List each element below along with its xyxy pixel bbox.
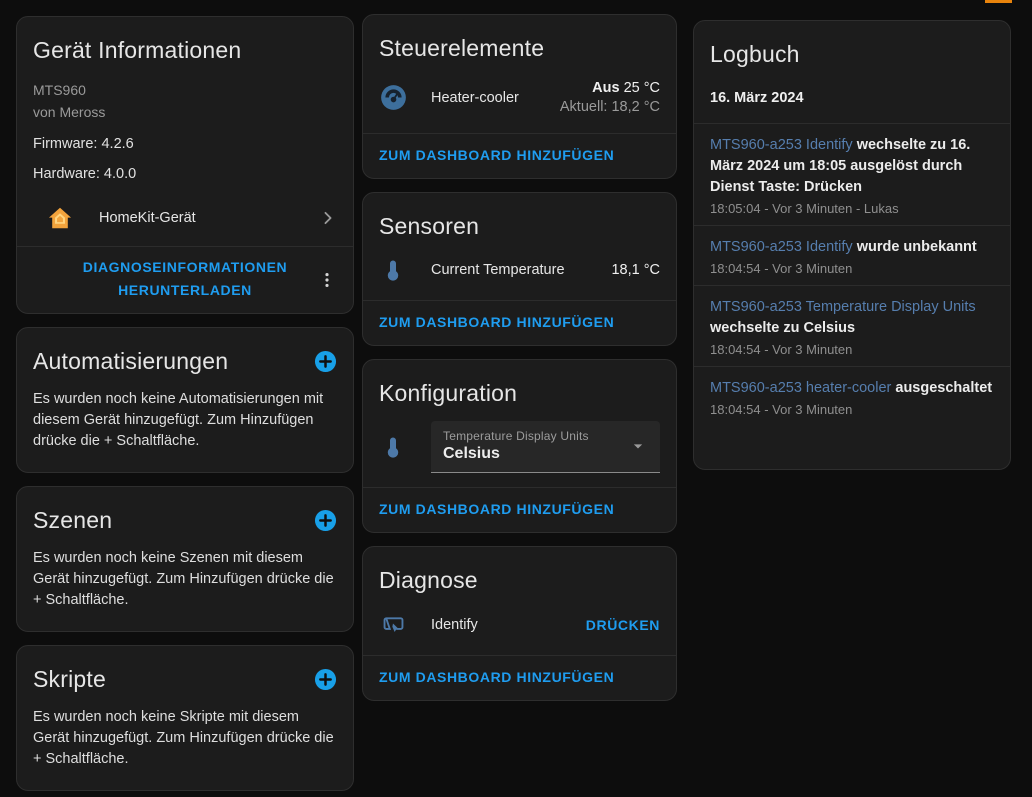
logbook-entry: MTS960-a253 Identify wechselte zu 16. Mä… [694,123,1010,225]
thermostat-icon [379,84,407,111]
add-scene-button[interactable] [314,509,337,532]
logbook-timestamp: 18:04:54 - Vor 3 Minuten [710,261,853,276]
controls-title: Steuerelemente [379,35,545,61]
sensors-card: Sensoren Current Temperature 18,1 °C ZUM… [362,192,677,346]
download-diagnostics-button[interactable]: DIAGNOSEINFORMATIONEN HERUNTERLADEN [65,256,305,302]
logbook-timestamp: 18:05:04 - Vor 3 Minuten - Lukas [710,201,899,216]
scripts-empty-text: Es wurden noch keine Skripte mit diesem … [33,709,334,767]
device-info-card: Gerät Informationen MTS960 von Meross Fi… [16,16,354,314]
logbook-message: wurde unbekannt [856,239,977,255]
thermometer-icon [379,258,407,282]
right-column: Logbuch 16. März 2024 MTS960-a253 Identi… [693,20,1011,470]
heater-cooler-target-temp: 25 °C [623,80,660,96]
dots-vertical-icon[interactable] [315,267,339,293]
scenes-empty-text: Es wurden noch keine Szenen mit diesem G… [33,550,334,608]
identify-press-button[interactable]: DRÜCKEN [585,616,660,633]
logbook-timestamp: 18:04:54 - Vor 3 Minuten [710,342,853,357]
left-column: Gerät Informationen MTS960 von Meross Fi… [16,16,354,791]
diagnostics-add-to-dashboard-button[interactable]: ZUM DASHBOARD HINZUFÜGEN [379,669,615,685]
scenes-title: Szenen [33,507,113,533]
current-temperature-value: 18,1 °C [611,262,660,278]
heater-cooler-state: Aus 25 °C Aktuell: 18,2 °C [560,80,660,115]
identify-name: Identify [431,616,478,633]
homekit-device-row[interactable]: HomeKit-Gerät [17,188,353,246]
temperature-units-select-value: Celsius [443,445,500,462]
configuration-card-footer: ZUM DASHBOARD HINZUFÜGEN [363,487,676,532]
device-hardware: Hardware: 4.0.0 [33,166,137,182]
homekit-label: HomeKit-Gerät [99,210,196,226]
logbook-entry: MTS960-a253 Identify wurde unbekannt 18:… [694,225,1010,285]
logbook-date-heading: 16. März 2024 [710,90,804,106]
device-firmware: Firmware: 4.2.6 [33,136,134,152]
logbook-entity-link[interactable]: MTS960-a253 Identify [710,137,853,153]
add-script-button[interactable] [314,668,337,691]
configuration-title: Konfiguration [379,380,518,406]
device-card-divider [17,246,353,247]
device-card-footer: DIAGNOSEINFORMATIONEN HERUNTERLADEN [17,247,353,313]
heater-cooler-row[interactable]: Heater-cooler Aus 25 °C Aktuell: 18,2 °C [363,74,676,133]
temperature-units-select[interactable]: Temperature Display Units Celsius [431,421,660,473]
controls-card: Steuerelemente Heater-cooler Aus 25 °C [362,14,677,179]
thermometer-icon [379,435,407,459]
scripts-title: Skripte [33,666,106,692]
logbook-entry: MTS960-a253 Temperature Display Units we… [694,285,1010,366]
scripts-card: Skripte Es wurden noch keine Skripte mit… [16,645,354,791]
heater-cooler-name: Heater-cooler [431,89,519,106]
heater-cooler-state-name: Aus [592,80,620,96]
controls-add-to-dashboard-button[interactable]: ZUM DASHBOARD HINZUFÜGEN [379,147,615,163]
logbook-title: Logbuch [710,41,800,67]
identify-row: Identify DRÜCKEN [363,606,676,655]
chevron-right-icon [317,207,339,229]
device-manufacturer: von Meross [33,104,106,120]
logbook-entity-link[interactable]: MTS960-a253 Temperature Display Units [710,299,976,315]
logbook-timestamp: 18:04:54 - Vor 3 Minuten [710,402,853,417]
scenes-header: Szenen [17,487,353,546]
scripts-header: Skripte [17,646,353,705]
controls-card-footer: ZUM DASHBOARD HINZUFÜGEN [363,133,676,178]
gesture-tap-button-icon [379,612,407,637]
logbook-entry: MTS960-a253 heater-cooler ausgeschaltet … [694,366,1010,426]
middle-column: Steuerelemente Heater-cooler Aus 25 °C [362,14,677,701]
diagnostics-card-footer: ZUM DASHBOARD HINZUFÜGEN [363,655,676,700]
add-automation-button[interactable] [314,350,337,373]
logbook-message: wechselte zu Celsius [710,320,856,336]
scenes-card: Szenen Es wurden noch keine Szenen mit d… [16,486,354,632]
device-info-title: Gerät Informationen [33,37,242,63]
homekit-home-icon [47,205,73,231]
sensors-add-to-dashboard-button[interactable]: ZUM DASHBOARD HINZUFÜGEN [379,314,615,330]
sensors-title: Sensoren [379,213,480,239]
automations-card: Automatisierungen Es wurden noch keine A… [16,327,354,473]
logbook-message: wechselte zu 16. März 2024 um 18:05 ausg… [710,137,971,195]
logbook-entity-link[interactable]: MTS960-a253 Identify [710,239,853,255]
configuration-add-to-dashboard-button[interactable]: ZUM DASHBOARD HINZUFÜGEN [379,501,615,517]
temperature-units-row: Temperature Display Units Celsius [363,419,676,487]
configuration-card: Konfiguration Temperature Display Units … [362,359,677,533]
heater-cooler-current-temp: Aktuell: 18,2 °C [559,99,660,115]
current-temperature-name: Current Temperature [431,262,565,278]
diagnostics-title: Diagnose [379,567,478,593]
current-temperature-row[interactable]: Current Temperature 18,1 °C [363,252,676,300]
device-model: MTS960 [33,82,86,98]
temperature-units-select-label: Temperature Display Units [443,429,589,443]
caret-down-icon [628,436,648,456]
automations-title: Automatisierungen [33,348,229,374]
automations-empty-text: Es wurden noch keine Automatisierungen m… [33,391,324,449]
sensors-card-footer: ZUM DASHBOARD HINZUFÜGEN [363,300,676,345]
diagnostics-card: Diagnose Identify DRÜCKEN ZUM DASHBOARD … [362,546,677,701]
logbook-entity-link[interactable]: MTS960-a253 heater-cooler [710,380,892,396]
automations-header: Automatisierungen [17,328,353,387]
logbook-card: Logbuch 16. März 2024 MTS960-a253 Identi… [693,20,1011,470]
top-edge-orange-strip [985,0,1012,3]
logbook-message: ausgeschaltet [895,380,993,396]
